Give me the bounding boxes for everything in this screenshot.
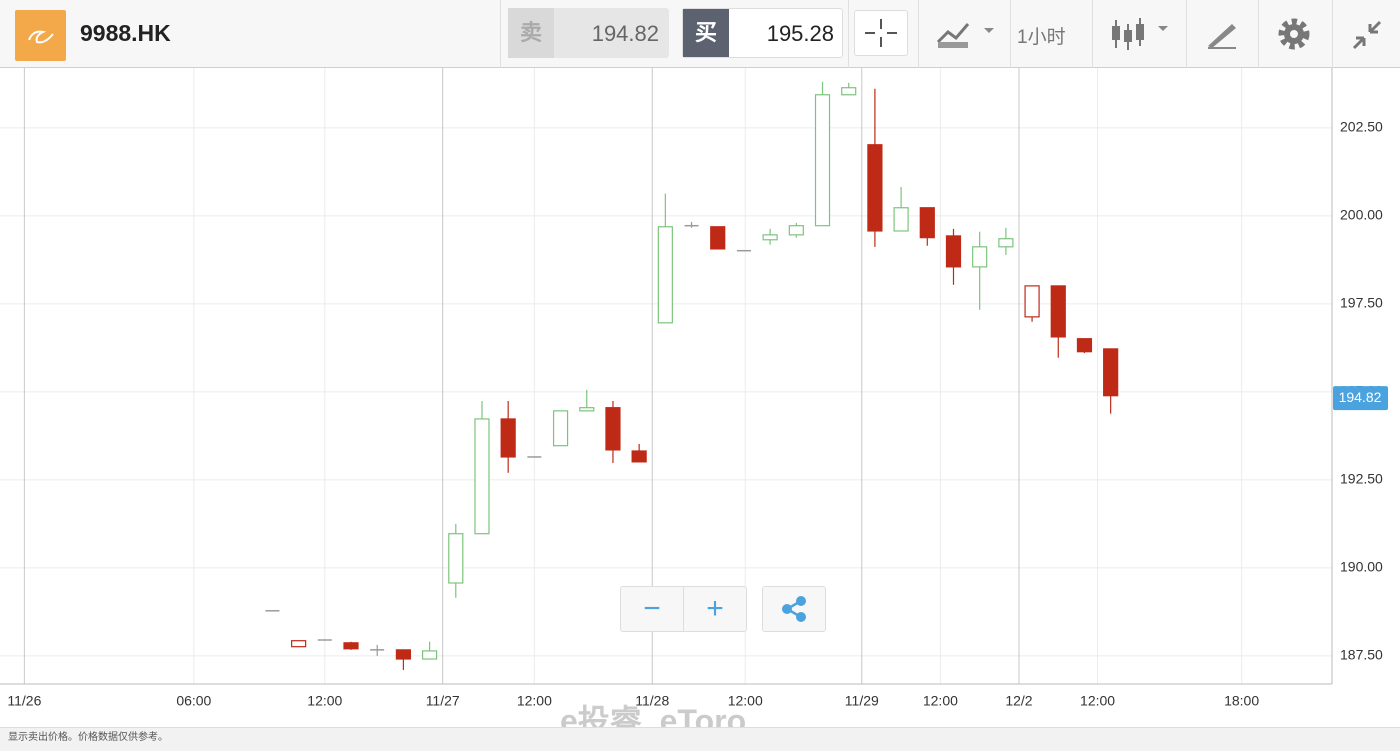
buy-button[interactable]: 买 195.28 [682,8,843,58]
candle-body [814,94,831,227]
x-tick-label: 06:00 [176,693,211,709]
interval[interactable]: 1小时 [1017,27,1066,48]
chart: 187.50190.00192.50195.00197.50200.00202.… [0,68,1388,709]
x-tick-label: 18:00 [1224,693,1259,709]
symbol: 9988.HK [80,20,171,46]
candle-style-button[interactable] [1108,14,1172,54]
sell-label: 卖 [508,8,554,58]
candle-body [395,649,411,660]
candle-body [1024,285,1040,318]
x-tick-label: 11/29 [845,693,879,709]
candle-body [579,407,595,412]
toolbar: 9988.HK 卖 194.82 买 195.28 1小时 [0,0,1400,68]
settings-button[interactable] [1276,16,1312,52]
y-tick-label: 187.50 [1340,647,1383,663]
candle-body [919,207,935,239]
x-tick-label: 12:00 [1080,693,1115,709]
x-tick-label: 12:00 [923,693,958,709]
x-tick-label: 12/2 [1005,693,1032,709]
chart-type-button[interactable] [932,18,1002,52]
candle-body [1076,338,1093,353]
share-button[interactable] [762,586,826,632]
price-tag-label: 194.82 [1339,389,1382,405]
logo [15,10,66,61]
candle-body [788,225,804,236]
x-tick-label: 12:00 [517,693,552,709]
candle-body [421,650,438,660]
candle-body [867,144,883,232]
candle-body [710,226,726,250]
x-tick-label: 12:00 [728,693,763,709]
crosshair-button[interactable] [854,10,908,56]
candle-body [552,410,569,447]
candle-body [998,238,1014,248]
x-tick-label: 11/28 [635,693,669,709]
candle-body [1050,285,1066,338]
y-tick-label: 200.00 [1340,207,1383,223]
share-icon [782,596,806,622]
candle-body [893,207,909,232]
candle-body [448,533,464,584]
y-tick-label: 192.50 [1340,471,1383,487]
candle-body [972,246,988,268]
zoom-in-button[interactable]: + [683,586,747,632]
candle-body [474,418,490,535]
y-tick-label: 197.50 [1340,295,1383,311]
candle-body [605,407,621,451]
candle-body [841,87,857,96]
logo-icon [28,30,54,44]
x-tick-label: 11/26 [7,693,41,709]
price-tag [1333,386,1388,411]
crosshair-icon [865,19,897,47]
sell-price: 194.82 [591,21,659,46]
x-tick-label: 11/27 [426,693,460,709]
y-tick-label: 190.00 [1340,559,1383,575]
draw-button[interactable] [1204,18,1240,52]
sell-button[interactable]: 卖 194.82 [508,8,669,58]
candle-body [343,642,359,650]
buy-label: 买 [683,9,729,57]
y-tick-label: 202.50 [1340,119,1383,135]
candle-body [1103,348,1119,397]
candle-body [945,235,962,268]
candle-body [291,640,307,648]
collapse-button[interactable] [1350,18,1384,52]
candle-body [762,234,778,241]
candle-body [657,226,673,324]
x-tick-label: 12:00 [307,693,342,709]
buy-price: 195.28 [766,21,834,46]
footer: 显示卖出价格。价格数据仅供参考。 [0,727,1400,751]
candle-body [500,418,516,458]
candle-body [631,450,647,463]
zoom-out-button[interactable]: − [620,586,684,632]
